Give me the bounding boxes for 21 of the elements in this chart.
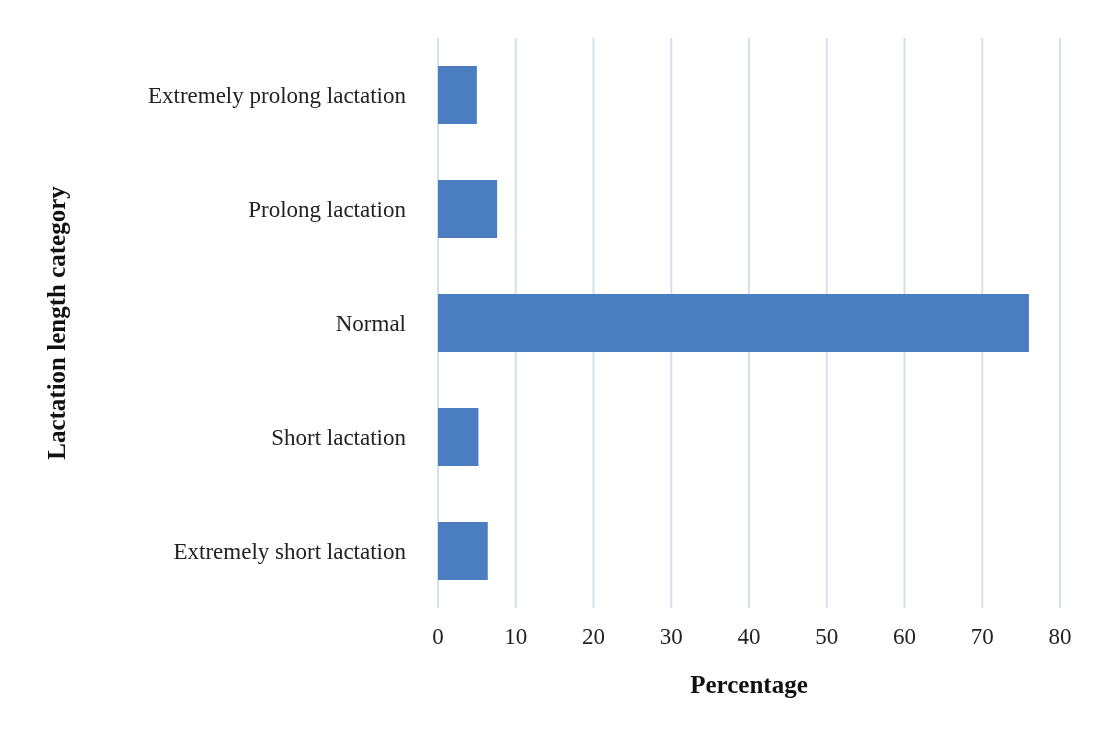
x-tick-label: 20	[582, 624, 605, 650]
y-tick-label: Extremely short lactation	[173, 539, 407, 565]
bar	[438, 408, 479, 466]
y-tick-label: Prolong lactation	[248, 197, 407, 223]
x-tick-label: 60	[893, 624, 916, 650]
y-tick-label: Extremely prolong lactation	[147, 83, 407, 109]
x-tick-label: 80	[1048, 624, 1072, 650]
y-tick-label: Short lactation	[271, 425, 407, 451]
y-tick-label: Normal	[335, 311, 406, 337]
bar	[438, 294, 1029, 352]
bar	[438, 522, 488, 580]
x-tick-label: 70	[970, 624, 994, 650]
bar	[438, 66, 477, 124]
bar	[438, 180, 498, 238]
x-tick-label: 10	[504, 624, 528, 650]
x-tick-label: 30	[659, 624, 683, 650]
x-tick-label: 50	[815, 624, 839, 650]
x-tick-label: 40	[737, 624, 761, 650]
y-axis-title: Lactation length category	[42, 185, 70, 460]
x-tick-label: 0	[432, 624, 444, 650]
x-axis-title: Percentage	[690, 671, 808, 698]
